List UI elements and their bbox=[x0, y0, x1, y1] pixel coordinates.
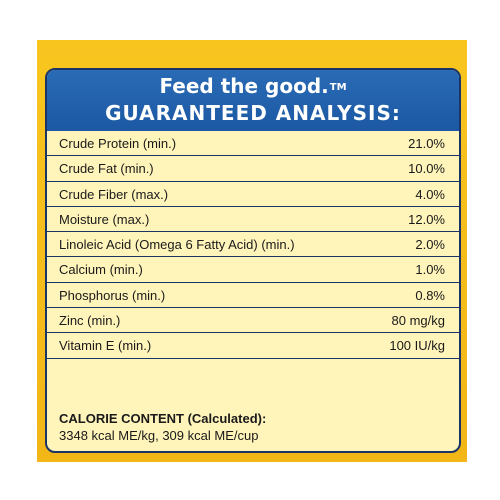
calorie-content: CALORIE CONTENT (Calculated): 3348 kcal … bbox=[59, 410, 266, 444]
nutrient-value: 12.0% bbox=[408, 211, 445, 227]
calorie-title-text: CALORIE CONTENT bbox=[59, 411, 184, 426]
nutrient-name: Zinc (min.) bbox=[59, 313, 121, 329]
calorie-title: CALORIE CONTENT (Calculated): bbox=[59, 410, 266, 427]
table-row: Phosphorus (min.) 0.8% bbox=[47, 283, 459, 309]
nutrient-name: Moisture (max.) bbox=[59, 211, 150, 227]
nutrient-name: Linoleic Acid (Omega 6 Fatty Acid) (min.… bbox=[59, 237, 295, 253]
table-row: Vitamin E (min.) 100 IU/kg bbox=[47, 333, 459, 359]
tagline: Feed the good.TM bbox=[47, 73, 459, 99]
nutrient-name: Calcium (min.) bbox=[59, 262, 143, 278]
nutrient-value: 80 mg/kg bbox=[391, 313, 445, 329]
nutrient-value: 21.0% bbox=[408, 136, 445, 151]
table-row: Calcium (min.) 1.0% bbox=[47, 257, 459, 283]
table-row: Zinc (min.) 80 mg/kg bbox=[47, 308, 459, 334]
table-row: Crude Fat (min.) 10.0% bbox=[47, 156, 459, 182]
calorie-title-suffix: (Calculated): bbox=[187, 411, 267, 426]
nutrient-value: 100 IU/kg bbox=[389, 338, 445, 354]
table-row: Moisture (max.) 12.0% bbox=[47, 207, 459, 233]
label-header: Feed the good.TM GUARANTEED ANALYSIS: bbox=[47, 70, 459, 131]
nutrient-value: 1.0% bbox=[415, 262, 445, 278]
nutrient-name: Crude Protein (min.) bbox=[59, 136, 177, 151]
nutrient-name: Crude Fat (min.) bbox=[59, 161, 154, 177]
nutrient-name: Crude Fiber (max.) bbox=[59, 186, 169, 202]
trademark-mark: TM bbox=[329, 82, 347, 93]
analysis-table: Crude Protein (min.) 21.0% Crude Fat (mi… bbox=[47, 131, 459, 359]
nutrient-name: Phosphorus (min.) bbox=[59, 287, 166, 303]
table-row: Crude Fiber (max.) 4.0% bbox=[47, 182, 459, 207]
nutrient-value: 0.8% bbox=[415, 287, 445, 303]
nutrient-value: 4.0% bbox=[415, 186, 445, 202]
table-row: Linoleic Acid (Omega 6 Fatty Acid) (min.… bbox=[47, 232, 459, 258]
analysis-title: GUARANTEED ANALYSIS: bbox=[105, 101, 401, 125]
tagline-text: Feed the good. bbox=[159, 74, 329, 98]
guaranteed-analysis-label: Feed the good.TM GUARANTEED ANALYSIS: Cr… bbox=[45, 68, 461, 453]
nutrient-value: 10.0% bbox=[408, 161, 445, 177]
nutrient-name: Vitamin E (min.) bbox=[59, 338, 152, 354]
package-panel: Feed the good.TM GUARANTEED ANALYSIS: Cr… bbox=[37, 40, 467, 462]
calorie-value: 3348 kcal ME/kg, 309 kcal ME/cup bbox=[59, 428, 259, 443]
nutrient-value: 2.0% bbox=[415, 237, 445, 253]
table-row: Crude Protein (min.) 21.0% bbox=[47, 131, 459, 157]
